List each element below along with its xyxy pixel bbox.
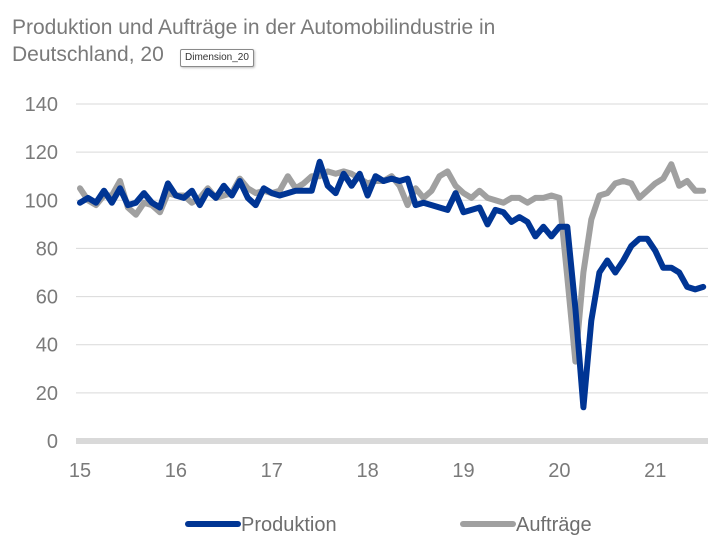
y-tick-label: 100 <box>25 190 58 212</box>
y-tick-label: 60 <box>36 287 58 309</box>
y-tick-label: 40 <box>36 335 58 357</box>
y-axis-ticks: 0 20 40 60 80 100 120 140 <box>25 94 58 453</box>
x-tick-label: 16 <box>165 460 187 482</box>
legend: Produktion Aufträge <box>185 514 592 536</box>
legend-label-produktion: Produktion <box>241 514 337 536</box>
dimension-tooltip: Dimension_20 <box>180 49 254 67</box>
y-tick-label: 140 <box>25 94 58 116</box>
series-lines <box>77 158 707 411</box>
gridlines <box>76 103 708 444</box>
y-tick-label: 120 <box>25 142 58 164</box>
x-tick-label: 15 <box>69 460 91 482</box>
series-line-produktion <box>77 158 707 411</box>
x-tick-label: 20 <box>548 460 570 482</box>
x-tick-label: 21 <box>644 460 666 482</box>
y-tick-label: 0 <box>47 431 58 453</box>
y-tick-label: 80 <box>36 238 58 260</box>
y-tick-label: 20 <box>36 383 58 405</box>
x-tick-label: 17 <box>261 460 283 482</box>
x-axis-ticks: 15 16 17 18 19 20 21 <box>69 460 667 482</box>
x-tick-label: 18 <box>357 460 379 482</box>
chart-title: Produktion und Aufträge in der Automobil… <box>12 16 496 66</box>
x-tick-label: 19 <box>452 460 474 482</box>
legend-label-auftraege: Aufträge <box>516 514 592 536</box>
